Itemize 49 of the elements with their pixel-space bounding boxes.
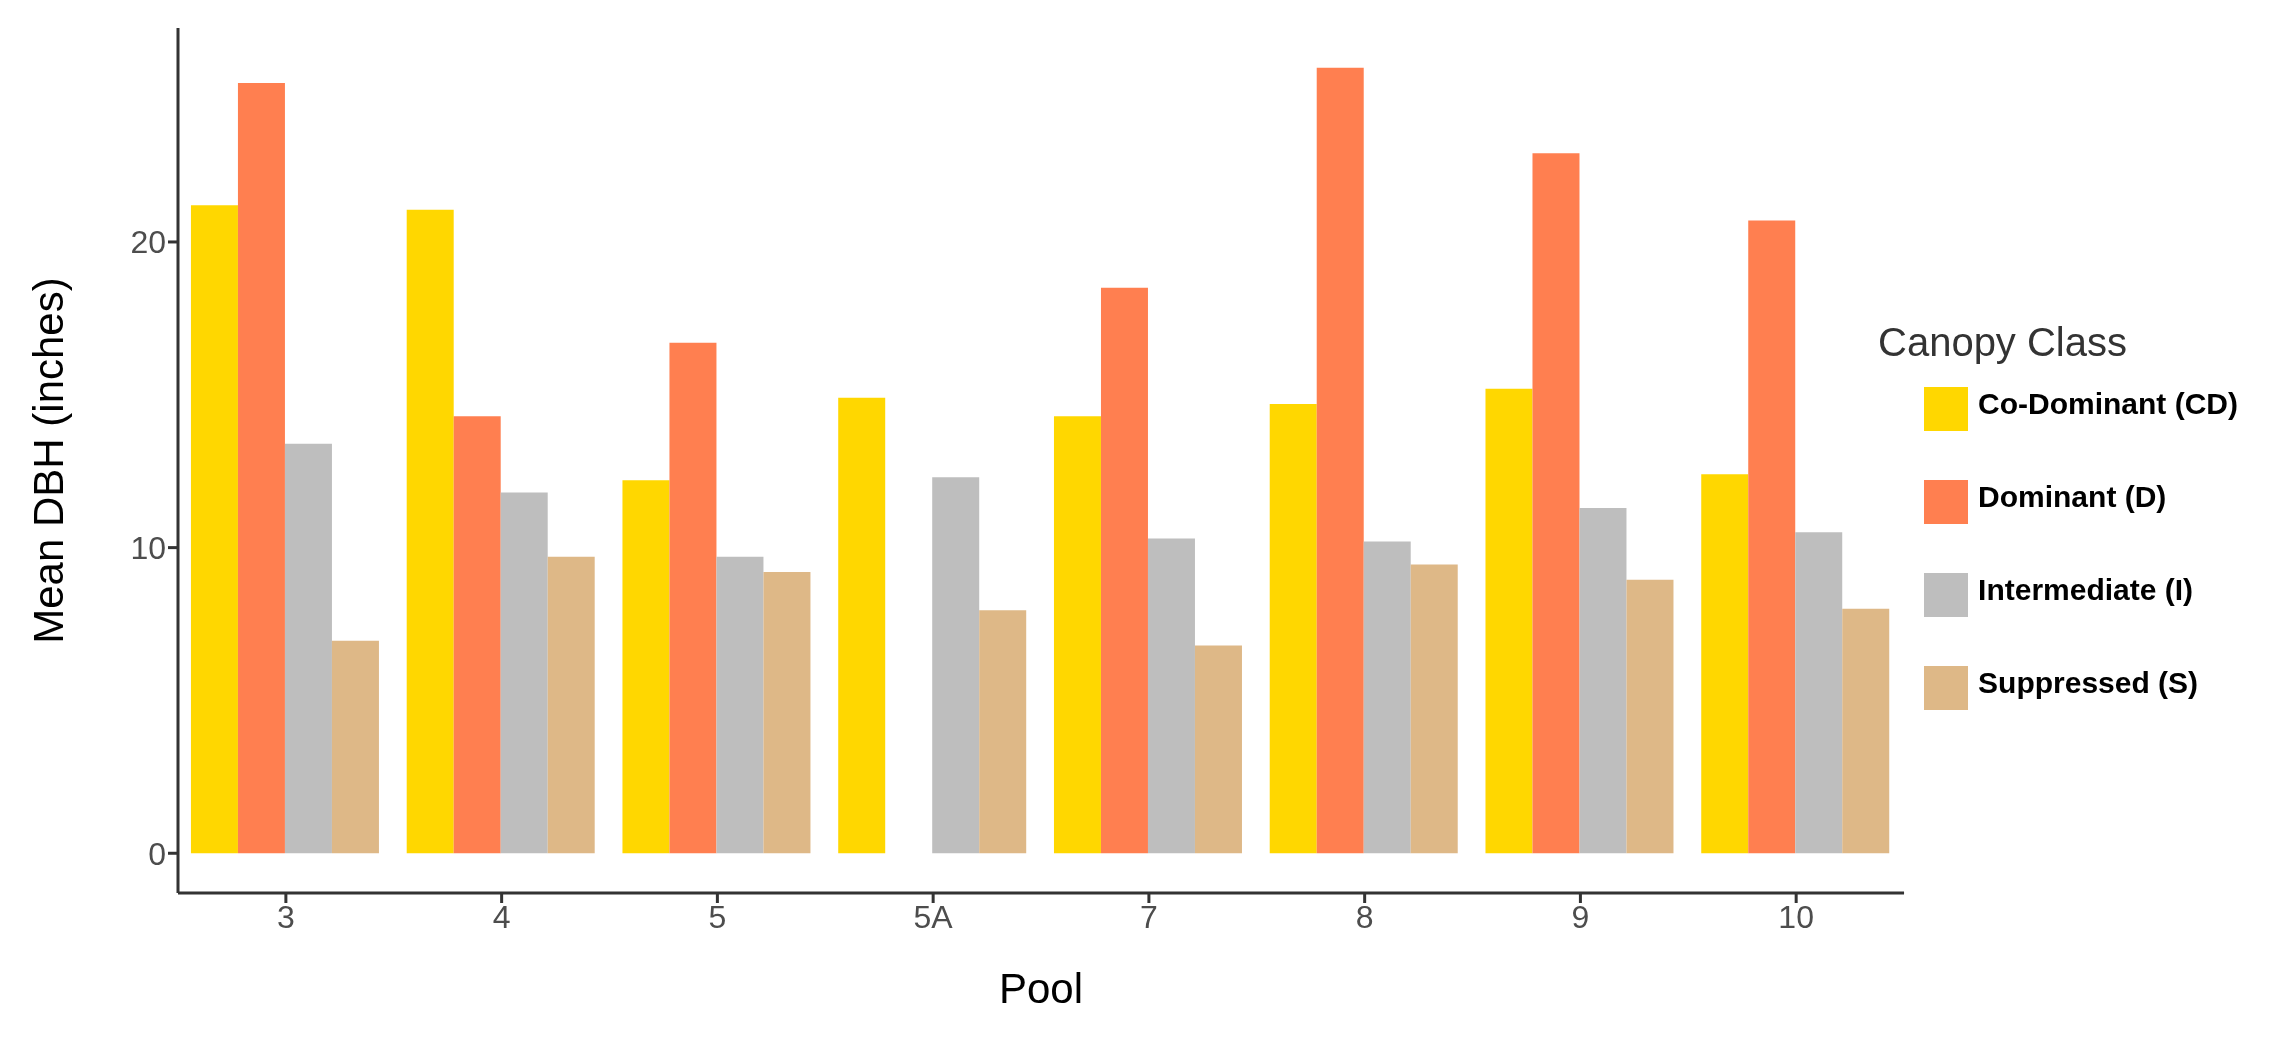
legend-label: Suppressed (S) [1978,665,2199,699]
bar [669,342,717,854]
bar [1842,608,1890,854]
bar [406,209,454,854]
bar [932,477,980,854]
bar [979,610,1027,854]
legend-label: Dominant (D) [1978,479,2167,513]
x-tick-label: 7 [1140,898,1158,935]
x-axis-title: Pool [998,965,1084,1012]
bar [1410,564,1458,854]
bar [716,556,764,854]
x-tick-label: 3 [276,898,295,935]
x-tick-label: 5A [913,898,954,935]
y-tick-label: 0 [148,835,166,872]
x-tick-label: 4 [492,898,511,935]
bar [547,556,595,854]
bar [1626,579,1674,854]
bar [190,205,238,854]
bar [331,640,379,854]
bar [237,83,285,854]
y-tick-label: 10 [130,529,166,566]
bar [1532,153,1580,854]
x-tick-label: 10 [1778,898,1814,935]
bar [1748,220,1796,854]
bar [1100,287,1148,854]
bar [763,572,811,854]
legend-title: Canopy Class [1878,320,2128,365]
legend-label: Co-Dominant (CD) [1978,386,2238,420]
bar [500,492,548,854]
bar [1701,474,1749,854]
legend-label: Intermediate (I) [1978,572,2194,606]
bar [1316,67,1364,854]
bar [838,397,886,854]
x-tick-label: 5 [708,898,727,935]
bar [622,480,670,854]
bar [1053,416,1101,854]
bar [1485,388,1533,854]
bar [1269,403,1317,854]
bar [1795,532,1843,854]
bar [1194,645,1242,854]
y-axis-title: Mean DBH (inches) [24,277,72,644]
x-tick-label: 9 [1571,898,1590,935]
x-tick-label: 8 [1355,898,1374,935]
bar [1363,541,1411,854]
y-tick-label: 20 [130,224,166,261]
bar [1147,538,1195,854]
bar [453,416,501,854]
bar [1579,507,1627,854]
bar [284,443,332,854]
